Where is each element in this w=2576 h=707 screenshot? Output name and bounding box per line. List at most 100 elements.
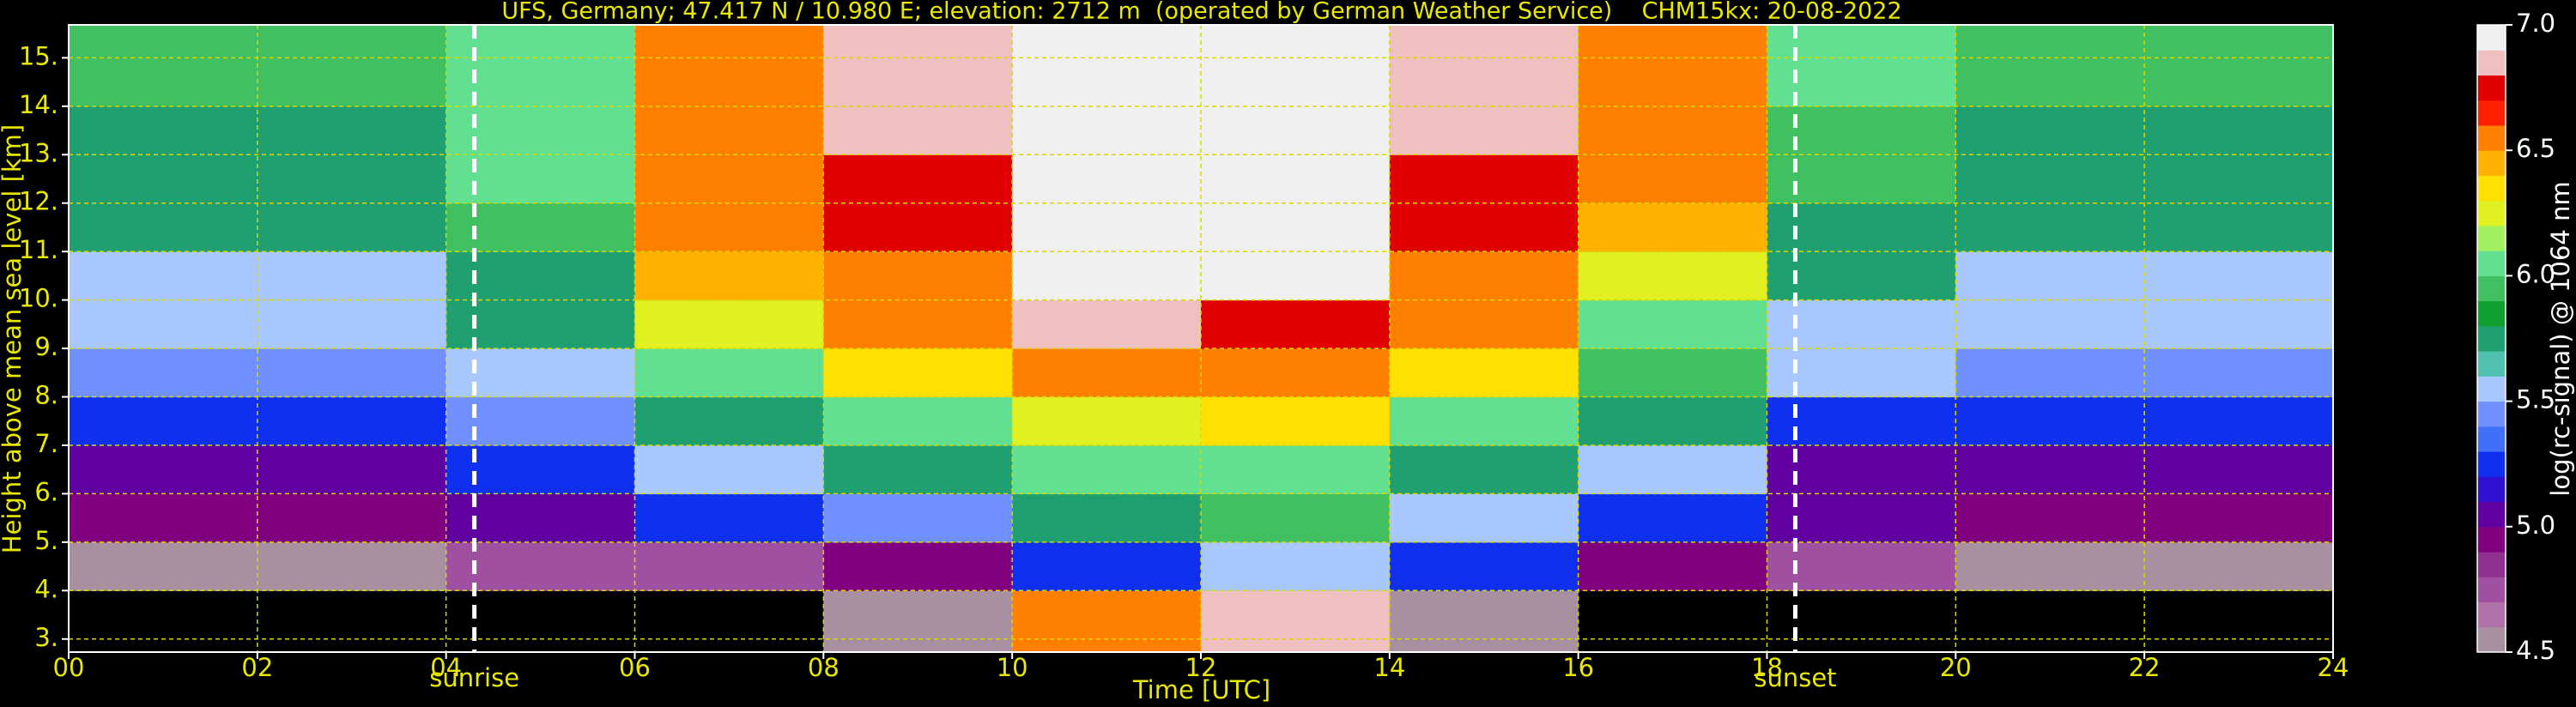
colorbar-swatch (2477, 124, 2506, 151)
heatmap-cell (445, 493, 635, 543)
heatmap-cell (1201, 154, 1391, 204)
heatmap-cell (257, 590, 447, 653)
heatmap-cell (1578, 299, 1767, 349)
colorbar-swatch (2477, 225, 2506, 251)
heatmap-cell (1955, 154, 2145, 204)
x-tick-label: 18 (1751, 653, 1783, 682)
heatmap-cell (1955, 444, 2145, 494)
heatmap-cell (1201, 202, 1391, 252)
colorbar-swatch (2477, 200, 2506, 227)
heatmap-cell (634, 106, 824, 155)
y-tick-label: 9. (34, 332, 58, 361)
heatmap-cell (2144, 57, 2334, 107)
heatmap-cell (823, 25, 1013, 58)
heatmap-cell (823, 251, 1013, 301)
heatmap-cell (1012, 348, 1202, 398)
heatmap-cell (1201, 396, 1391, 446)
heatmap-cell (69, 57, 258, 107)
heatmap-cell (1955, 493, 2145, 543)
heatmap-cell (634, 57, 824, 107)
heatmap-cell (1389, 154, 1579, 204)
y-axis-label: Height above mean sea level [km] (0, 124, 27, 553)
heatmap-cell (445, 541, 635, 591)
heatmap-cell (1767, 25, 1956, 58)
heatmap-cell (1955, 202, 2145, 252)
heatmap-cell (1201, 348, 1391, 398)
heatmap-cell (1578, 251, 1767, 301)
x-tick-label: 14 (1373, 653, 1405, 682)
heatmap-cell (1955, 299, 2145, 349)
chart-title: UFS, Germany; 47.417 N / 10.980 E; eleva… (501, 0, 1901, 25)
heatmap-cell (823, 541, 1013, 591)
heatmap-cell (634, 541, 824, 591)
heatmap-cell (823, 396, 1013, 446)
plot-frame (68, 24, 2334, 653)
colorbar-swatch (2477, 526, 2506, 553)
heatmap-cell (69, 493, 258, 543)
heatmap-cell (2144, 25, 2334, 58)
heatmap-cell (1955, 106, 2145, 155)
y-tick-label: 14. (19, 90, 58, 119)
heatmap-cell (69, 541, 258, 591)
heatmap-cell (257, 493, 447, 543)
heatmap-cell (2144, 202, 2334, 252)
heatmap-cell (1012, 25, 1202, 58)
heatmap-cell (1767, 154, 1956, 204)
heatmap-cell (1767, 57, 1956, 107)
heatmap-cell (257, 57, 447, 107)
heatmap-cell (1201, 493, 1391, 543)
x-axis-label: Time [UTC] (1132, 675, 1270, 704)
heatmap-cell (1201, 25, 1391, 58)
heatmap-cell (634, 251, 824, 301)
heatmap-cell (1578, 25, 1767, 58)
y-tick-label: 7. (34, 429, 58, 458)
heatmap-cell (2144, 154, 2334, 204)
heatmap-cell (445, 57, 635, 107)
heatmap-cell (69, 299, 258, 349)
heatmap-cell (69, 590, 258, 653)
x-tick-label: 22 (2129, 653, 2161, 682)
y-tick-label: 10. (19, 284, 58, 313)
heatmap-cell (634, 154, 824, 204)
heatmap-cell (257, 396, 447, 446)
heatmap-cell (1389, 444, 1579, 494)
heatmap-cell (634, 444, 824, 494)
heatmap-cell (634, 25, 824, 58)
heatmap-cell (257, 154, 447, 204)
heatmap-cell (257, 106, 447, 155)
heatmap-cell (823, 154, 1013, 204)
colorbar-swatch (2477, 401, 2506, 427)
heatmap-cell (1012, 106, 1202, 155)
heatmap-cell (69, 25, 258, 58)
heatmap-cell (1012, 154, 1202, 204)
heatmap-cell (1767, 299, 1956, 349)
colorbar-swatch (2477, 75, 2506, 101)
x-tick-label: 04 (430, 653, 462, 682)
heatmap-cell (445, 25, 635, 58)
heatmap-cell (1767, 251, 1956, 301)
y-tick-label: 8. (34, 381, 58, 410)
heatmap-cell (634, 590, 824, 653)
heatmap-cell (1578, 493, 1767, 543)
heatmap-cell (823, 106, 1013, 155)
colorbar-swatch (2477, 552, 2506, 577)
heatmap-cell (634, 396, 824, 446)
y-tick-label: 5. (34, 526, 58, 555)
heatmap-cell (257, 541, 447, 591)
y-tick-label: 13. (19, 138, 58, 167)
colorbar-frame (2476, 24, 2506, 653)
heatmap-cell (445, 348, 635, 398)
heatmap-cell (1389, 348, 1579, 398)
y-tick-label: 12. (19, 187, 58, 216)
heatmap-cell (2144, 396, 2334, 446)
colorbar-tick-label: 4.5 (2516, 636, 2555, 665)
heatmap-cell (1767, 444, 1956, 494)
colorbar-swatch (2477, 275, 2506, 302)
heatmap-cell (445, 154, 635, 204)
heatmap-cell (1389, 202, 1579, 252)
x-tick-label: 06 (619, 653, 651, 682)
heatmap-cell (445, 396, 635, 446)
heatmap-cell (1767, 541, 1956, 591)
colorbar-swatch (2477, 601, 2506, 628)
